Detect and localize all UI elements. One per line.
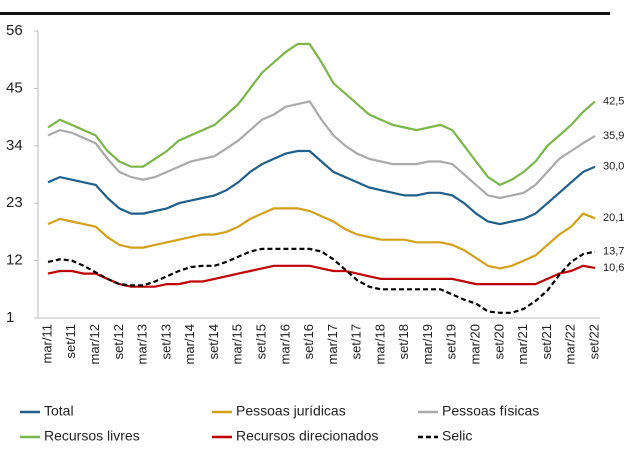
x-tick-label: mar/20 (468, 324, 483, 364)
legend-label: Recursos livres (44, 428, 140, 444)
series-line (47, 42, 596, 187)
x-tick-label: mar/16 (277, 324, 292, 364)
x-tick-label: set/14 (206, 324, 221, 359)
x-tick-label: set/16 (301, 324, 316, 359)
x-tick-label: set/13 (158, 324, 173, 359)
y-tick-label: 23 (6, 194, 23, 211)
y-tick-label: 1 (6, 309, 14, 326)
x-tick-label: set/18 (396, 324, 411, 359)
end-label: 10,6 (603, 262, 624, 274)
x-tick-label: mar/13 (135, 324, 150, 364)
x-tick-label: mar/19 (420, 324, 435, 364)
x-tick-label: mar/11 (39, 324, 54, 364)
end-label: 20,1 (603, 212, 624, 224)
y-tick-label: 45 (6, 79, 23, 96)
legend-label: Pessoas jurídicas (236, 403, 346, 419)
x-tick-label: set/17 (349, 324, 364, 359)
x-tick-label: mar/15 (230, 324, 245, 364)
x-tick-label: mar/14 (182, 324, 197, 364)
legend-label: Selic (442, 428, 472, 444)
x-tick-label: mar/21 (515, 324, 530, 364)
legend-label: Pessoas físicas (442, 403, 539, 419)
end-label: 42,5 (603, 95, 624, 107)
x-tick-label: set/12 (111, 324, 126, 359)
legend-label: Total (44, 403, 74, 419)
x-tick-label: mar/18 (372, 324, 387, 364)
x-tick-label: set/21 (539, 324, 554, 359)
x-tick-label: mar/17 (325, 324, 340, 364)
x-tick-label: mar/12 (87, 324, 102, 364)
series-line (47, 247, 596, 314)
x-tick-label: set/22 (586, 324, 601, 359)
series-line (47, 149, 596, 226)
end-label: 30,0 (603, 161, 624, 173)
y-tick-label: 34 (6, 137, 23, 154)
top-rule (0, 12, 610, 15)
series-line (47, 264, 596, 288)
x-tick-label: mar/22 (563, 324, 578, 364)
x-tick-label: set/19 (444, 324, 459, 359)
series-line (47, 100, 596, 200)
end-label: 13,7 (603, 246, 624, 258)
x-tick-label: set/20 (491, 324, 506, 359)
y-tick-label: 12 (6, 252, 23, 269)
legend-label: Recursos direcionados (236, 428, 378, 444)
series-line (47, 207, 596, 270)
end-label: 35,9 (603, 130, 624, 142)
y-tick-label: 56 (6, 22, 23, 39)
x-tick-label: set/11 (63, 324, 78, 358)
x-tick-label: set/15 (253, 324, 268, 359)
